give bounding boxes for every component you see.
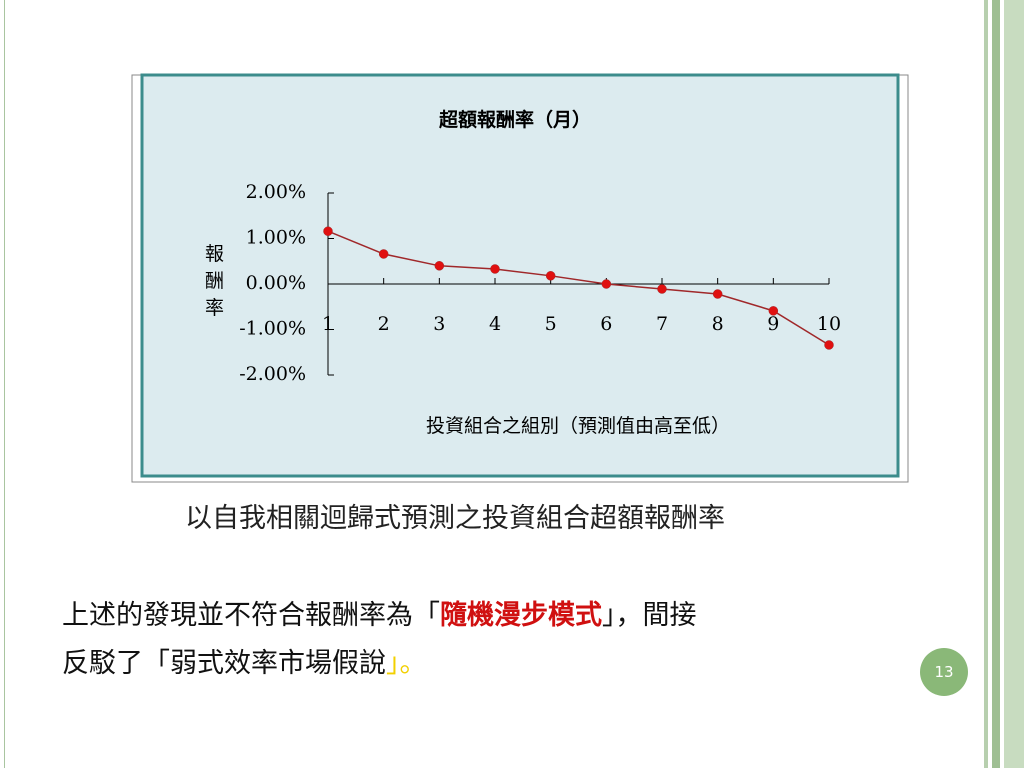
- x-tick-label: 9: [767, 313, 779, 335]
- x-tick-label: 4: [489, 313, 501, 335]
- right-bars: [980, 0, 1024, 768]
- x-tick-label: 5: [545, 313, 557, 335]
- x-tick-label: 3: [433, 313, 445, 335]
- text: 上述的發現並不符合報酬率為「: [62, 600, 440, 631]
- x-tick-label: 7: [656, 313, 668, 335]
- text: 」，間接: [602, 600, 697, 631]
- data-point: [378, 249, 389, 259]
- data-point: [545, 271, 556, 281]
- y-tick-label: 0.00%: [246, 272, 306, 294]
- y-tick-label: -1.00%: [239, 318, 306, 340]
- plot-area: [140, 73, 900, 478]
- y-axis-label: 報酬率: [202, 243, 224, 324]
- left-rule: [0, 0, 5, 768]
- body-line: 上述的發現並不符合報酬率為「隨機漫步模式」，間接: [62, 592, 697, 640]
- x-tick-label: 8: [712, 313, 724, 335]
- x-tick-label: 2: [378, 313, 390, 335]
- data-point: [490, 264, 500, 274]
- body-text: 上述的發現並不符合報酬率為「隨機漫步模式」，間接 反駁了「弱式效率市場假說」。: [62, 592, 697, 688]
- data-point: [601, 279, 612, 289]
- x-tick-label: 6: [600, 313, 612, 335]
- text: 反駁了「弱式效率市場假說: [62, 648, 386, 679]
- page-number: 13: [920, 648, 968, 696]
- chart-title: 超額報酬率（月）: [438, 108, 591, 131]
- data-point: [824, 340, 834, 350]
- data-point: [434, 261, 445, 271]
- data-point: [768, 306, 779, 316]
- y-tick-label: 2.00%: [246, 181, 306, 203]
- body-line: 反駁了「弱式效率市場假說」。: [62, 640, 697, 688]
- chart: 超額報酬率（月） 報酬率 投資組合之組別（預測值由高至低） 2.00% 1.00%…: [131, 73, 909, 483]
- data-point: [323, 226, 333, 236]
- y-tick-label: -2.00%: [239, 363, 306, 385]
- y-tick-label: 1.00%: [246, 227, 306, 249]
- text: 」。: [386, 648, 427, 679]
- caption: 以自我相關迴歸式預測之投資組合超額報酬率: [185, 503, 725, 534]
- emphasis: 隨機漫步模式: [440, 600, 602, 631]
- series-line: [327, 230, 830, 346]
- data-point: [657, 284, 667, 294]
- data-point: [712, 289, 723, 299]
- x-tick-label: 1: [322, 313, 334, 335]
- x-tick-label: 10: [817, 313, 841, 335]
- x-axis-label: 投資組合之組別（預測值由高至低）: [426, 415, 730, 437]
